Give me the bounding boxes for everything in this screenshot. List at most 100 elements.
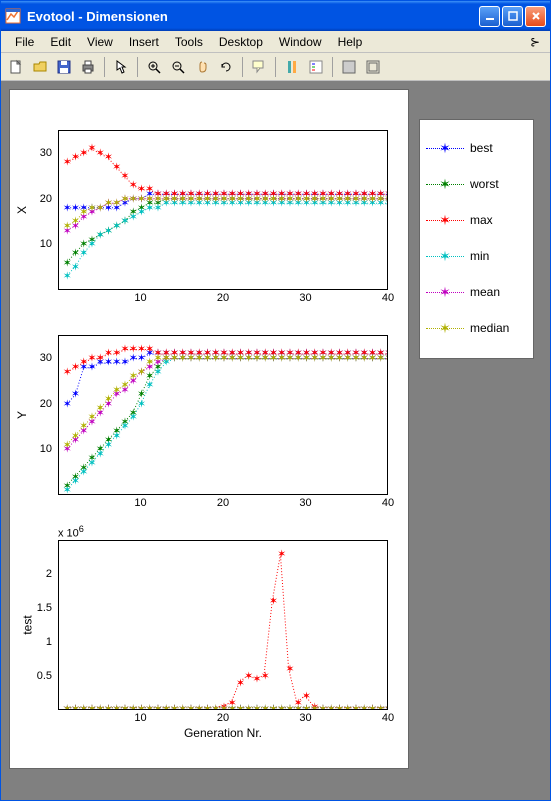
legend-row-worst[interactable]: ✶worst	[426, 166, 527, 202]
data-point: ✶	[327, 704, 336, 710]
data-point: ✶	[219, 353, 228, 364]
legend-row-max[interactable]: ✶max	[426, 202, 527, 238]
data-point: ✶	[195, 353, 204, 364]
data-point: ✶	[252, 704, 261, 710]
menu-file[interactable]: File	[7, 33, 42, 51]
data-point: ✶	[137, 194, 146, 205]
legend-button[interactable]	[305, 56, 327, 78]
rotate-button[interactable]	[215, 56, 237, 78]
data-point: ✶	[145, 704, 154, 710]
data-point: ✶	[104, 704, 113, 710]
data-point: ✶	[228, 353, 237, 364]
data-point: ✶	[63, 481, 72, 492]
menu-insert[interactable]: Insert	[121, 33, 167, 51]
data-point: ✶	[87, 208, 96, 219]
data-point: ✶	[228, 704, 237, 710]
data-point: ✶	[360, 190, 369, 201]
data-point: ✶	[137, 704, 146, 710]
data-point: ✶	[376, 199, 385, 210]
data-point: ✶	[162, 353, 171, 364]
data-point: ✶	[87, 704, 96, 710]
data-point: ✶	[71, 704, 80, 710]
data-point: ✶	[186, 199, 195, 210]
new-button[interactable]	[5, 56, 27, 78]
fig2-button[interactable]	[362, 56, 384, 78]
menu-tools[interactable]: Tools	[167, 33, 211, 51]
data-point: ✶	[170, 194, 179, 205]
maximize-button[interactable]	[502, 6, 523, 27]
menu-window[interactable]: Window	[271, 33, 330, 51]
data-point: ✶	[153, 704, 162, 710]
data-point: ✶	[384, 353, 388, 364]
data-point: ✶	[302, 353, 311, 364]
data-point: ✶	[195, 349, 204, 360]
data-point: ✶	[335, 194, 344, 205]
data-point: ✶	[145, 704, 154, 710]
data-point: ✶	[96, 704, 105, 710]
fig1-button[interactable]	[338, 56, 360, 78]
legend-row-best[interactable]: ✶best	[426, 130, 527, 166]
data-point: ✶	[211, 349, 220, 360]
open-button[interactable]	[29, 56, 51, 78]
data-point: ✶	[129, 180, 138, 191]
colorbar-button[interactable]	[281, 56, 303, 78]
data-point: ✶	[219, 353, 228, 364]
zoom-in-button[interactable]	[143, 56, 165, 78]
menu-edit[interactable]: Edit	[42, 33, 79, 51]
data-point: ✶	[162, 704, 171, 710]
data-point: ✶	[79, 363, 88, 374]
data-point: ✶	[211, 704, 220, 710]
data-point: ✶	[335, 190, 344, 201]
legend-panel[interactable]: ✶best✶worst✶max✶min✶mean✶median	[419, 119, 534, 359]
data-point: ✶	[335, 199, 344, 210]
data-point: ✶	[186, 194, 195, 205]
data-point: ✶	[302, 349, 311, 360]
menu-help[interactable]: Help	[330, 33, 371, 51]
save-button[interactable]	[53, 56, 75, 78]
data-point: ✶	[244, 349, 253, 360]
data-point: ✶	[87, 203, 96, 214]
data-point: ✶	[277, 190, 286, 201]
close-button[interactable]	[525, 6, 546, 27]
data-point: ✶	[137, 344, 146, 355]
data-point: ✶	[120, 422, 129, 433]
data-point: ✶	[327, 190, 336, 201]
subplot-Y[interactable]: ✶✶✶✶✶✶✶✶✶✶✶✶✶✶✶✶✶✶✶✶✶✶✶✶✶✶✶✶✶✶✶✶✶✶✶✶✶✶✶✶…	[58, 335, 388, 495]
data-point: ✶	[351, 353, 360, 364]
data-point: ✶	[294, 194, 303, 205]
data-point: ✶	[318, 704, 327, 710]
data-point: ✶	[302, 353, 311, 364]
legend-row-median[interactable]: ✶median	[426, 310, 527, 346]
data-point: ✶	[71, 363, 80, 374]
data-point: ✶	[343, 199, 352, 210]
legend-row-mean[interactable]: ✶mean	[426, 274, 527, 310]
datatip-button[interactable]	[248, 56, 270, 78]
data-point: ✶	[71, 390, 80, 401]
data-point: ✶	[368, 704, 377, 710]
pan-button[interactable]	[191, 56, 213, 78]
zoom-out-button[interactable]	[167, 56, 189, 78]
menu-view[interactable]: View	[79, 33, 121, 51]
data-point: ✶	[203, 199, 212, 210]
data-point: ✶	[327, 704, 336, 710]
data-point: ✶	[162, 349, 171, 360]
menu-desktop[interactable]: Desktop	[211, 33, 271, 51]
data-point: ✶	[327, 190, 336, 201]
data-point: ✶	[63, 704, 72, 710]
data-point: ✶	[294, 704, 303, 710]
data-point: ✶	[195, 704, 204, 710]
minimize-button[interactable]	[479, 6, 500, 27]
legend-row-min[interactable]: ✶min	[426, 238, 527, 274]
subplot-X[interactable]: ✶✶✶✶✶✶✶✶✶✶✶✶✶✶✶✶✶✶✶✶✶✶✶✶✶✶✶✶✶✶✶✶✶✶✶✶✶✶✶✶…	[58, 130, 388, 290]
dock-toggle-icon[interactable]: ⊱	[530, 35, 544, 49]
print-button[interactable]	[77, 56, 99, 78]
data-point: ✶	[343, 190, 352, 201]
data-point: ✶	[137, 367, 146, 378]
data-point: ✶	[211, 704, 220, 710]
arrow-button[interactable]	[110, 56, 132, 78]
data-point: ✶	[120, 704, 129, 710]
data-point: ✶	[302, 353, 311, 364]
data-point: ✶	[195, 349, 204, 360]
data-point: ✶	[79, 203, 88, 214]
subplot-test[interactable]: ✶✶✶✶✶✶✶✶✶✶✶✶✶✶✶✶✶✶✶✶✶✶✶✶✶✶✶✶✶✶✶✶✶✶✶✶✶✶✶✶…	[58, 540, 388, 710]
